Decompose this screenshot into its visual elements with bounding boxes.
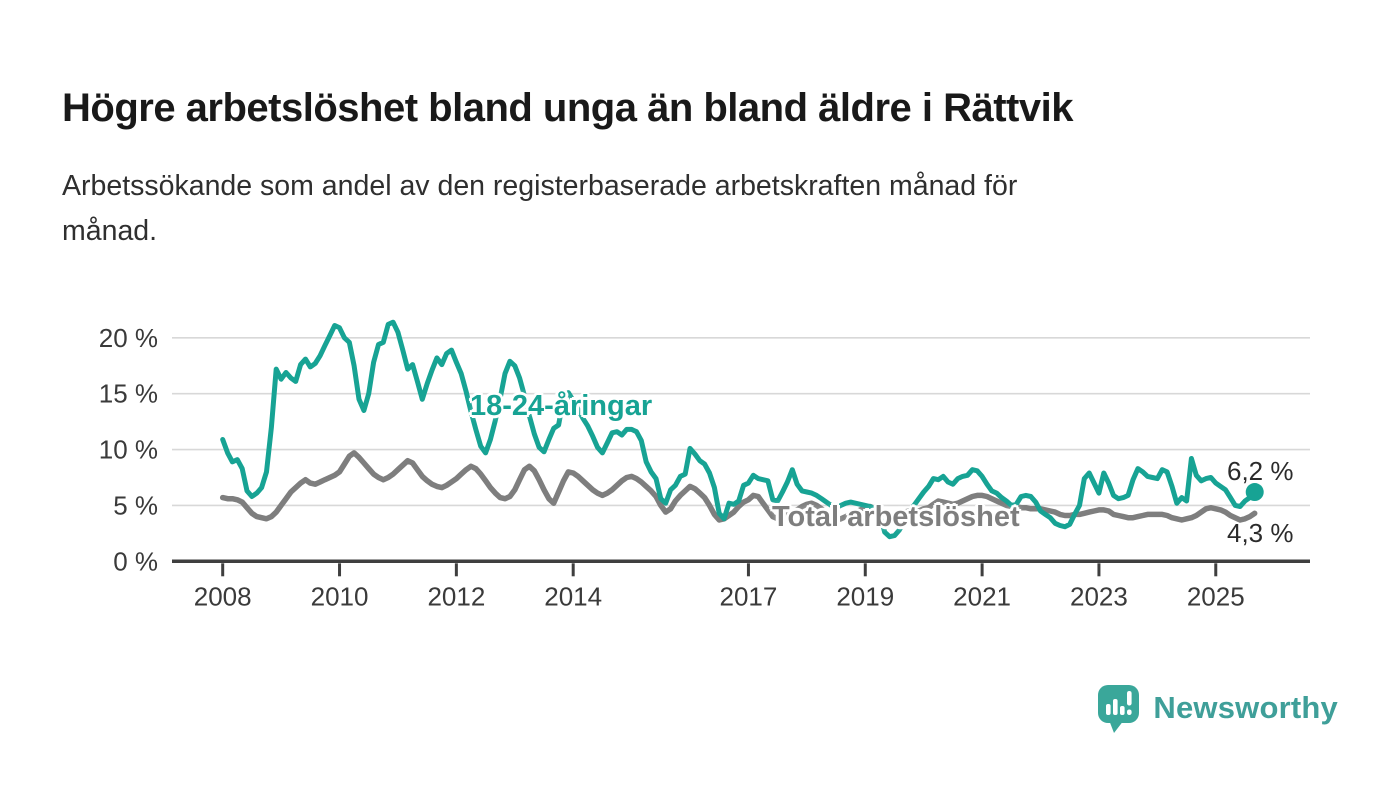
newsworthy-logo: Newsworthy bbox=[1095, 682, 1338, 734]
series-label-youth: 18-24-åringar bbox=[470, 390, 653, 422]
series-label-total: Total arbetslöshet bbox=[772, 501, 1020, 533]
svg-text:15 %: 15 % bbox=[99, 379, 158, 409]
svg-text:2012: 2012 bbox=[427, 581, 485, 611]
newsworthy-logo-text: Newsworthy bbox=[1153, 690, 1338, 725]
svg-text:2008: 2008 bbox=[194, 581, 252, 611]
svg-text:2014: 2014 bbox=[544, 581, 602, 611]
end-value-label-total: 4,3 % bbox=[1227, 518, 1294, 548]
svg-text:2019: 2019 bbox=[836, 581, 894, 611]
chart-subtitle-line2: månad. bbox=[62, 215, 158, 247]
chart-title: Högre arbetslöshet bland unga än bland ä… bbox=[62, 85, 1073, 130]
svg-text:2023: 2023 bbox=[1070, 581, 1128, 611]
svg-text:0 %: 0 % bbox=[113, 546, 158, 576]
svg-text:2017: 2017 bbox=[720, 581, 778, 611]
newsworthy-logo-icon bbox=[1095, 682, 1142, 734]
svg-text:10 %: 10 % bbox=[99, 435, 158, 465]
chart-subtitle: Arbetssökande som andel av den registerb… bbox=[62, 164, 1312, 254]
svg-text:2010: 2010 bbox=[311, 581, 369, 611]
svg-text:2025: 2025 bbox=[1187, 581, 1245, 611]
svg-text:5 %: 5 % bbox=[113, 490, 158, 520]
chart-subtitle-line1: Arbetssökande som andel av den registerb… bbox=[62, 170, 1018, 202]
end-value-label-youth: 6,2 % bbox=[1227, 456, 1294, 486]
svg-text:20 %: 20 % bbox=[99, 323, 158, 353]
svg-text:2021: 2021 bbox=[953, 581, 1011, 611]
